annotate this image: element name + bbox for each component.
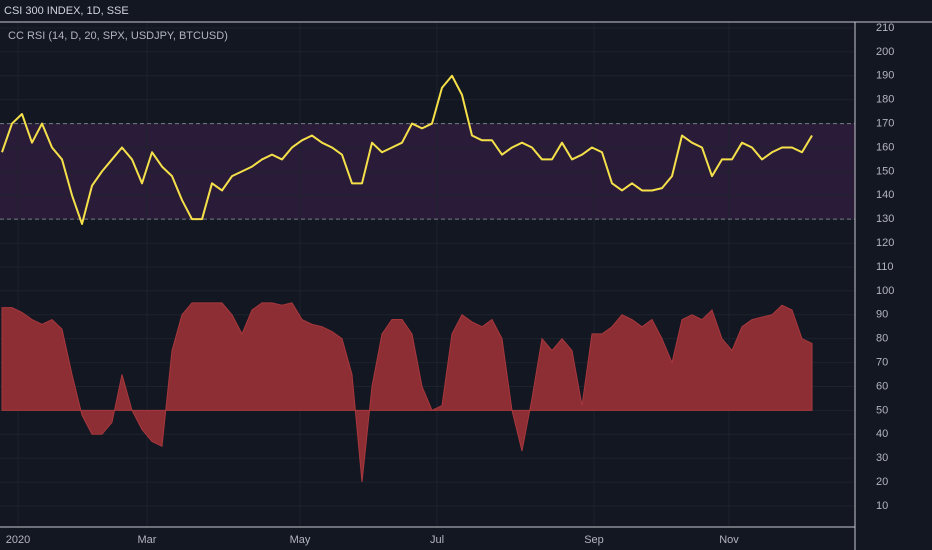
- y-tick-label: 200: [876, 46, 894, 58]
- y-tick-label: 160: [876, 141, 894, 153]
- indicator-label: CC RSI (14, D, 20, SPX, USDJPY, BTCUSD): [8, 30, 228, 42]
- x-tick-label: 2020: [6, 534, 30, 546]
- y-tick-label: 190: [876, 70, 894, 82]
- y-tick-label: 170: [876, 117, 894, 129]
- y-tick-label: 180: [876, 94, 894, 106]
- y-tick-label: 20: [876, 476, 888, 488]
- y-tick-label: 140: [876, 189, 894, 201]
- y-tick-label: 150: [876, 165, 894, 177]
- y-tick-label: 120: [876, 237, 894, 249]
- y-tick-label: 130: [876, 213, 894, 225]
- y-tick-label: 60: [876, 380, 888, 392]
- area-series: [1, 302, 813, 483]
- y-tick-label: 30: [876, 452, 888, 464]
- line-series: [1, 74, 813, 225]
- x-tick-label: Nov: [719, 534, 739, 546]
- y-tick-label: 80: [876, 333, 888, 345]
- x-tick-label: Mar: [138, 534, 157, 546]
- y-tick-label: 210: [876, 22, 894, 34]
- y-tick-label: 50: [876, 404, 888, 416]
- x-tick-label: May: [290, 534, 311, 546]
- x-tick-label: Sep: [584, 534, 604, 546]
- y-tick-label: 110: [876, 261, 894, 273]
- y-tick-label: 100: [876, 285, 894, 297]
- y-tick-label: 10: [876, 500, 888, 512]
- y-tick-label: 70: [876, 356, 888, 368]
- y-tick-label: 90: [876, 309, 888, 321]
- symbol-title: CSI 300 INDEX, 1D, SSE: [4, 5, 129, 17]
- plot: [0, 22, 855, 527]
- y-tick-label: 40: [876, 428, 888, 440]
- x-tick-label: Jul: [430, 534, 444, 546]
